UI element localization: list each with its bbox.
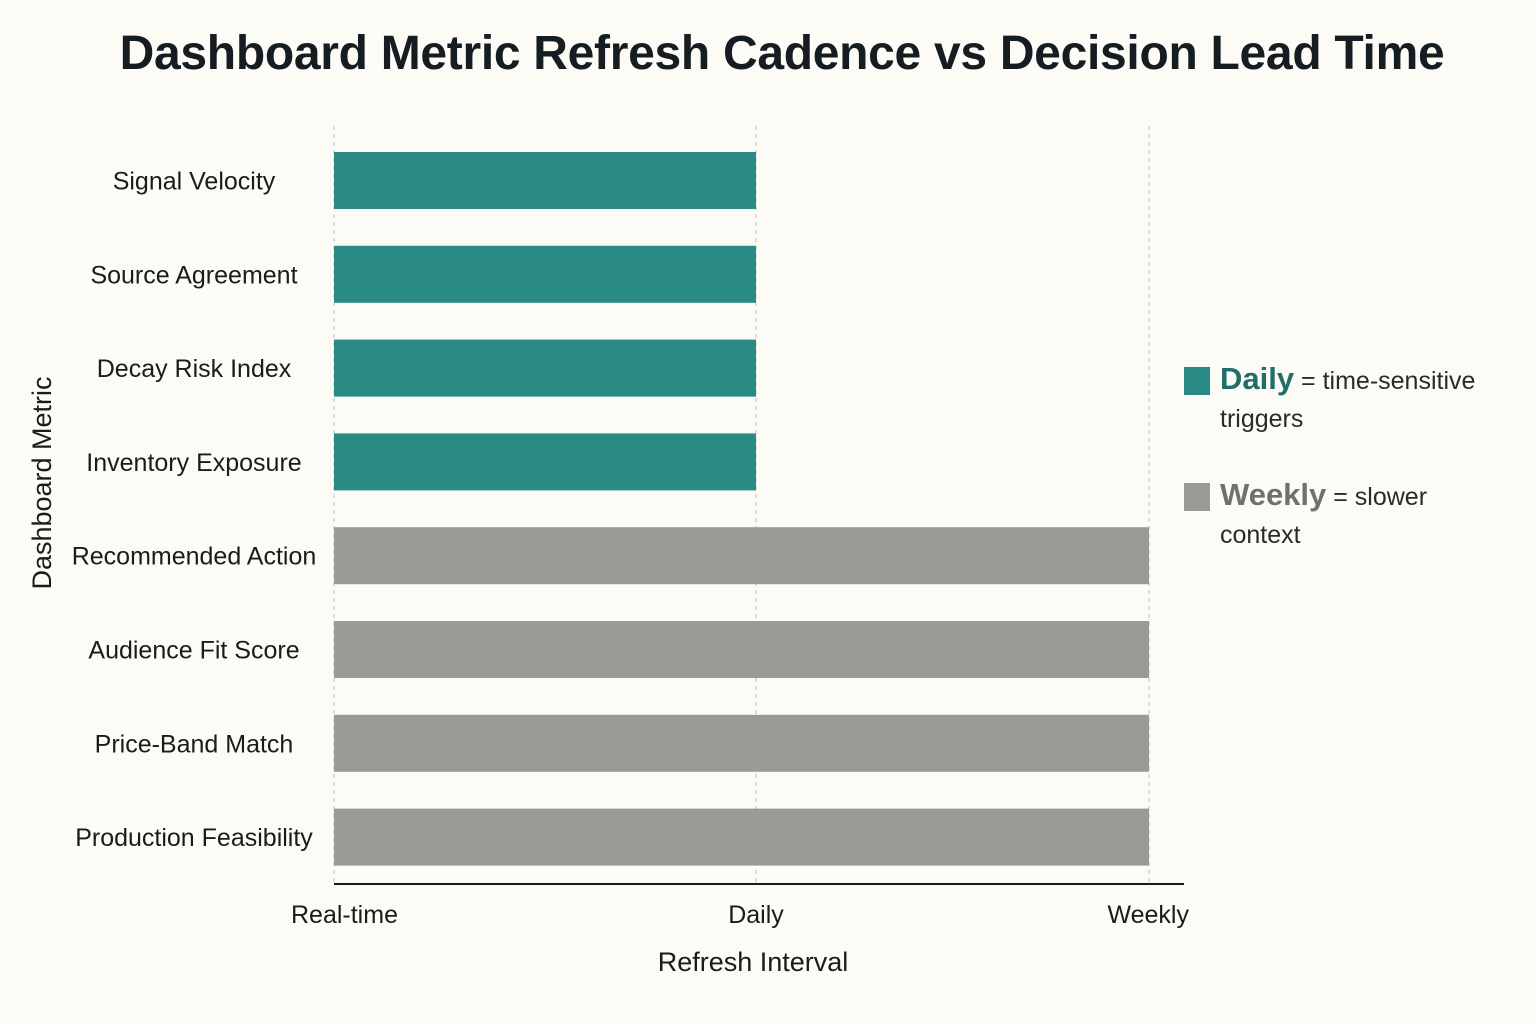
labels: Signal Velocity Source Agreement Decay Ris… (27, 168, 1189, 978)
legend-description-weekly: = slower context (1220, 483, 1428, 549)
legend-description-daily: = time-sensitive triggers (1220, 367, 1476, 433)
chart-title: Dashboard Metric Refresh Cadence vs Deci… (119, 27, 1445, 80)
x-tick-label-daily: Daily (728, 901, 784, 929)
legend-item-daily: Daily = time-sensitive triggers (1184, 360, 1514, 438)
bar-inventory-exposure (334, 433, 756, 491)
x-tick-label-real-time: Real-time (291, 901, 398, 929)
legend-text-daily: Daily = time-sensitive triggers (1220, 360, 1514, 438)
legend-name-weekly: Weekly (1220, 477, 1327, 512)
category-label-production-feasibility: Production Feasibility (75, 824, 313, 852)
category-label-source-agreement: Source Agreement (90, 261, 297, 289)
category-label-inventory-exposure: Inventory Exposure (86, 449, 301, 477)
legend-item-weekly: Weekly = slower context (1184, 476, 1514, 554)
bars (334, 152, 1149, 866)
category-label-signal-velocity: Signal Velocity (113, 168, 276, 196)
bar-price-band-match (334, 714, 1149, 772)
legend-swatch-daily (1184, 367, 1210, 395)
bar-production-feasibility (334, 808, 1149, 866)
legend-text-weekly: Weekly = slower context (1220, 476, 1514, 554)
gridlines (333, 126, 1150, 884)
legend: Daily = time-sensitive triggers Weekly = … (1184, 360, 1514, 592)
category-label-audience-fit-score: Audience Fit Score (88, 637, 299, 665)
category-label-decay-risk-index: Decay Risk Index (97, 355, 292, 383)
legend-name-daily: Daily (1220, 361, 1295, 396)
bar-signal-velocity (334, 152, 756, 209)
category-label-price-band-match: Price-Band Match (95, 730, 294, 758)
bar-source-agreement (334, 245, 756, 303)
x-tick-label-weekly: Weekly (1107, 901, 1189, 929)
bar-decay-risk-index (334, 339, 756, 397)
legend-swatch-weekly (1184, 483, 1210, 511)
bar-audience-fit-score (334, 621, 1149, 678)
x-axis-title: Refresh Interval (658, 947, 849, 977)
y-axis-title: Dashboard Metric (27, 376, 57, 589)
bar-recommended-action (334, 527, 1149, 585)
category-label-recommended-action: Recommended Action (72, 543, 317, 571)
